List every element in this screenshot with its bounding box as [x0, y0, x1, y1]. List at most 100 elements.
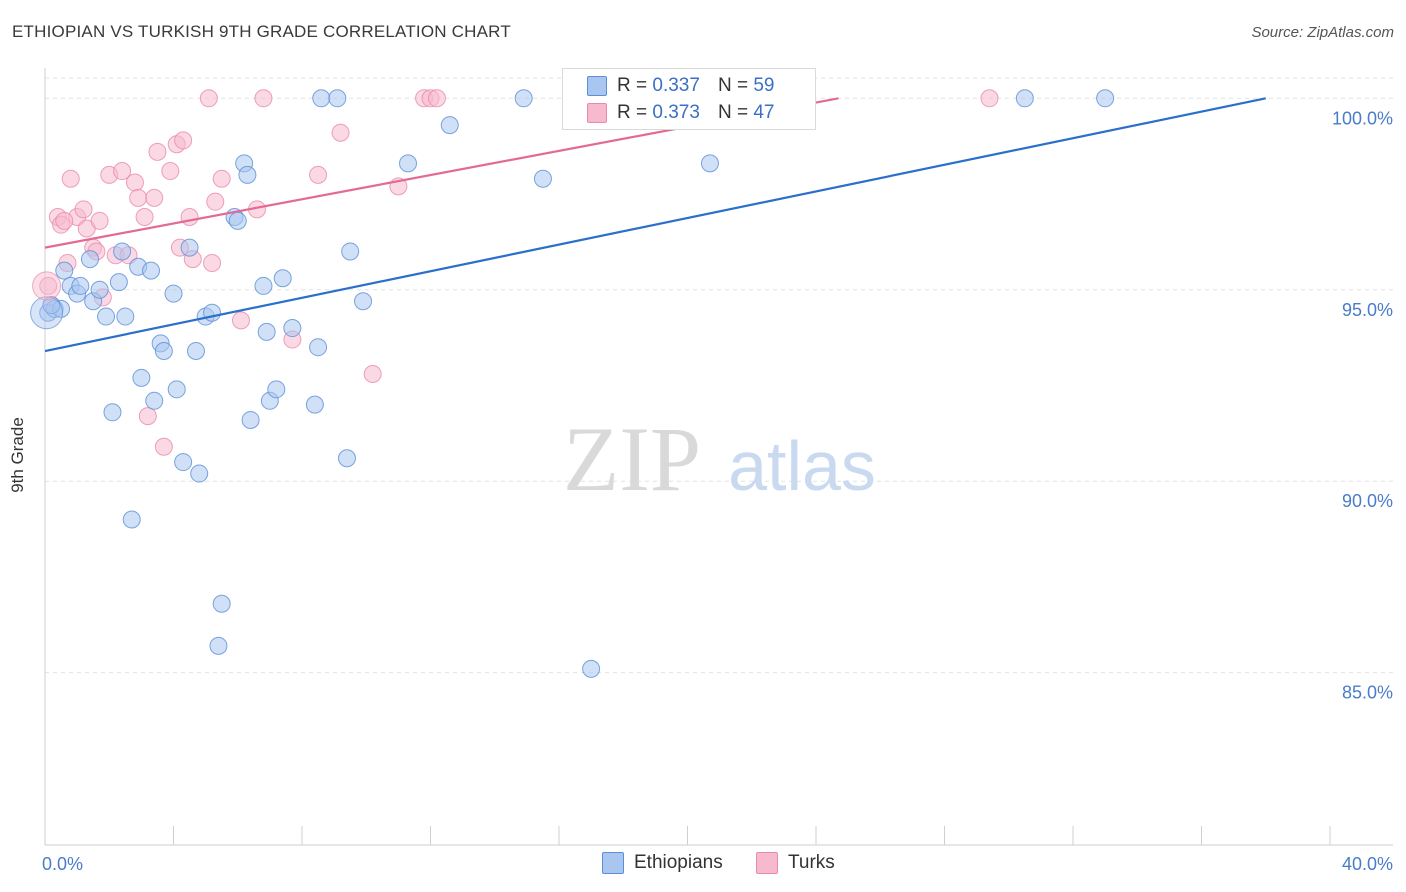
ethiopian-point: [582, 659, 601, 678]
turkish-point: [55, 211, 74, 230]
ethiopian-point: [241, 410, 260, 429]
ethiopian-point: [238, 165, 257, 184]
legend-n-label: N =: [717, 75, 749, 96]
ethiopian-point-large: [30, 296, 64, 330]
legend-turks[interactable]: Turks: [756, 852, 835, 874]
legend-label-turks: Turks: [788, 852, 835, 873]
ethiopian-point: [514, 89, 533, 108]
ethiopian-point: [399, 154, 418, 173]
ethiopian-point: [116, 307, 135, 326]
ethiopian-point: [273, 269, 292, 288]
legend-n-value: 47: [753, 102, 775, 123]
legend-label-ethiopians: Ethiopians: [634, 852, 723, 873]
turkish-point: [212, 169, 231, 188]
ethiopian-point: [228, 211, 247, 230]
ethiopian-point: [180, 238, 199, 257]
ethiopian-point: [109, 273, 128, 292]
ethiopian-point: [341, 242, 360, 261]
ethiopian-point: [167, 380, 186, 399]
legend-r-value: 0.373: [652, 102, 700, 123]
legend-ethiopians[interactable]: Ethiopians: [602, 852, 723, 874]
y-tick-label: 85.0%: [1342, 683, 1393, 703]
ethiopian-point: [533, 169, 552, 188]
turkish-point: [980, 89, 999, 108]
turkish-point: [129, 188, 148, 207]
axes: [44, 68, 1393, 846]
turkish-point: [199, 89, 218, 108]
chart-title: ETHIOPIAN VS TURKISH 9TH GRADE CORRELATI…: [12, 22, 511, 41]
turkish-point: [135, 208, 154, 226]
ethiopian-point: [186, 342, 205, 361]
ethiopian-point: [328, 89, 347, 108]
watermark: ZIP atlas: [563, 408, 876, 510]
trend-lines: [44, 97, 1266, 353]
turkish-point: [174, 131, 193, 150]
data-points: [30, 89, 1115, 678]
legend-swatch-turks: [756, 852, 778, 874]
ethiopian-point: [132, 368, 151, 387]
ethiopian-point: [337, 449, 356, 468]
ethiopian-point: [700, 154, 719, 173]
turkish-point: [90, 211, 109, 230]
turkish-point: [206, 192, 225, 211]
ethiopian-point: [1096, 89, 1115, 108]
ethiopian-point: [103, 403, 122, 422]
legend-n-label: N =: [717, 102, 749, 123]
y-tick-label: 95.0%: [1342, 300, 1393, 320]
legend-swatch-blue: [587, 76, 607, 96]
legend-row-turks: R = 0.373 N = 47: [587, 100, 774, 126]
source-credit: Source: ZipAtlas.com: [1251, 24, 1394, 41]
y-tick-label: 90.0%: [1342, 491, 1393, 511]
ethiopian-point: [209, 636, 228, 655]
turkish-point: [148, 142, 167, 161]
ethiopian-point: [97, 307, 116, 326]
turkish-point: [145, 188, 164, 207]
x-tick-label: 0.0%: [42, 854, 83, 874]
ethiopian-point: [354, 292, 373, 311]
ethiopian-point: [113, 242, 132, 261]
tick-labels: 85.0% 90.0% 95.0% 100.0% 0.0% 40.0%: [42, 108, 1393, 874]
turkish-point: [427, 89, 446, 108]
ethiopian-point: [267, 380, 286, 399]
ethiopian-point: [305, 395, 324, 414]
ethiopian-point: [145, 391, 164, 410]
legend-n-value: 59: [753, 75, 775, 96]
watermark-atlas: atlas: [728, 427, 876, 505]
y-tick-label: 100.0%: [1332, 108, 1393, 128]
ethiopian-point: [122, 510, 141, 529]
turkish-point: [231, 311, 250, 330]
turkish-point: [61, 169, 80, 188]
turkish-point: [203, 253, 222, 272]
ethiopian-point: [154, 342, 173, 361]
ethiopian-point: [142, 261, 161, 280]
turkish-point: [180, 208, 199, 226]
turkish-point: [74, 200, 93, 219]
legend-swatch-ethiopians: [602, 852, 624, 874]
ethiopian-point: [1015, 89, 1034, 108]
ethiopian-point: [190, 464, 209, 483]
turkish-point: [331, 123, 350, 142]
ethiopian-point: [80, 250, 99, 269]
ethiopian-point: [312, 89, 331, 108]
turkish-point: [309, 165, 328, 184]
legend-row-ethiopians: R = 0.337 N = 59: [587, 73, 774, 99]
ethiopian-trend-line: [44, 97, 1266, 353]
turkish-point: [39, 276, 58, 295]
turkish-point: [113, 162, 132, 181]
ethiopian-point: [71, 276, 90, 295]
correlation-legend: R = 0.337 N = 59 R = 0.373 N = 47: [562, 68, 816, 130]
ethiopian-point: [164, 284, 183, 303]
turkish-point: [254, 89, 273, 108]
ethiopian-point: [90, 280, 109, 299]
ethiopian-point: [174, 453, 193, 472]
legend-r-label: R =: [617, 102, 648, 123]
watermark-zip: ZIP: [563, 408, 701, 510]
ethiopian-point: [257, 322, 276, 341]
turkish-point: [161, 162, 180, 181]
ethiopian-point: [212, 594, 231, 613]
ethiopian-point: [283, 319, 302, 338]
turkish-point: [154, 437, 173, 456]
ethiopian-point: [254, 276, 273, 295]
ethiopian-point: [42, 296, 61, 315]
turkish-point: [125, 173, 144, 192]
